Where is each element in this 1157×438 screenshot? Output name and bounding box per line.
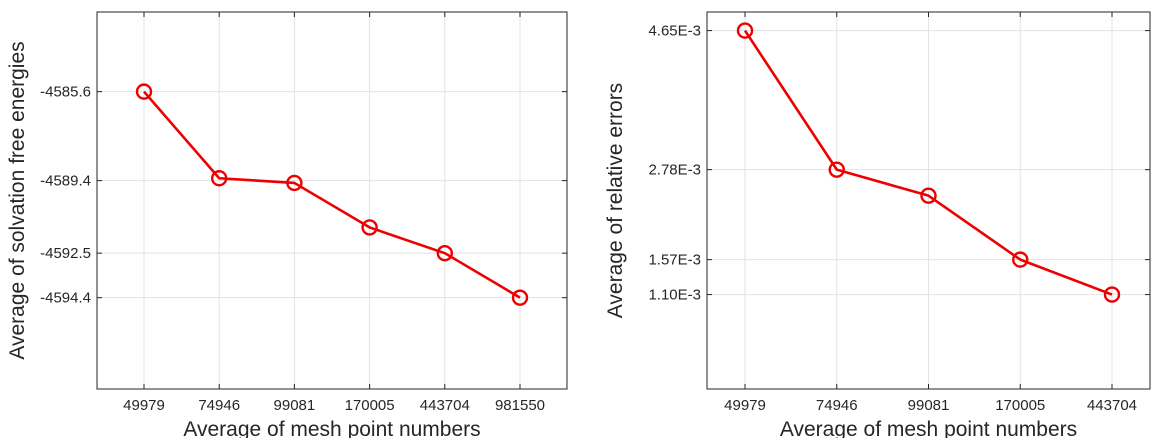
x-tick-label: 443704 bbox=[420, 397, 470, 414]
x-axis-label: Average of mesh point numbers bbox=[780, 418, 1077, 438]
y-tick-label: -4589.4 bbox=[40, 173, 91, 190]
series-line bbox=[743, 29, 1113, 296]
data-point-marker bbox=[286, 174, 303, 192]
y-tick-label: -4585.6 bbox=[40, 84, 91, 101]
y-tick-label: -4592.5 bbox=[40, 245, 91, 262]
y-tick-label: 4.65E-3 bbox=[648, 23, 701, 40]
x-tick-label: 170005 bbox=[995, 397, 1045, 414]
y-tick-label: 2.78E-3 bbox=[648, 162, 701, 179]
data-point-marker bbox=[210, 170, 228, 187]
x-axis-label: Average of mesh point numbers bbox=[183, 418, 480, 438]
x-tick-label: 981550 bbox=[495, 397, 545, 414]
y-axis-label: Average of relative errors bbox=[604, 83, 627, 318]
chart-1: 49979 74946 99081 170005 443704 981550 -4585.6… bbox=[6, 11, 568, 438]
data-point-marker bbox=[1103, 286, 1121, 303]
y-tick-label: 1.10E-3 bbox=[648, 287, 701, 304]
plot-frame bbox=[96, 11, 568, 390]
x-tick-label: 74946 bbox=[198, 397, 240, 414]
x-tick-label: 49979 bbox=[724, 397, 766, 414]
chart-2: 49979 74946 99081 170005 443704 4.65E-3 2.78E-… bbox=[604, 11, 1151, 438]
data-point-marker bbox=[361, 219, 378, 236]
x-tick-label: 74946 bbox=[816, 397, 858, 414]
data-point-marker bbox=[828, 161, 845, 178]
data-point-marker bbox=[920, 187, 937, 204]
data-point-marker bbox=[736, 22, 754, 39]
x-tick-label: 99081 bbox=[908, 397, 950, 414]
data-point-marker bbox=[135, 83, 153, 100]
x-tick-label: 99081 bbox=[274, 397, 316, 414]
y-tick-label: 1.57E-3 bbox=[648, 252, 701, 269]
data-point-marker bbox=[1012, 251, 1029, 268]
data-point-marker bbox=[436, 244, 453, 262]
x-tick-label: 170005 bbox=[345, 397, 395, 414]
series-line bbox=[143, 90, 521, 299]
x-tick-label: 443704 bbox=[1087, 397, 1137, 414]
y-axis-label: Average of solvation free energies bbox=[6, 41, 29, 359]
data-point-marker bbox=[511, 289, 529, 306]
x-tick-label: 49979 bbox=[123, 397, 165, 414]
y-tick-label: -4594.4 bbox=[40, 290, 91, 307]
